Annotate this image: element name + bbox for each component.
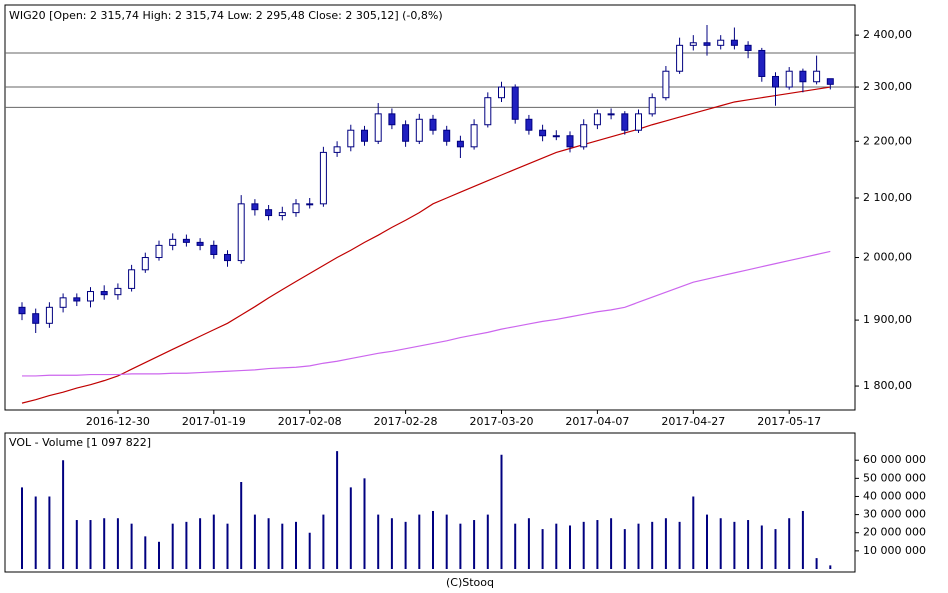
x-tick-label: 2016-12-30 — [86, 415, 150, 428]
candle-body — [621, 113, 629, 131]
candle-body — [141, 257, 149, 271]
candle-body — [429, 118, 437, 131]
candle-body — [32, 313, 40, 324]
candle-body — [237, 203, 245, 262]
candle-body — [87, 291, 94, 302]
candle-body — [319, 151, 327, 205]
y-tick-label: 10 000 000 — [863, 544, 926, 557]
candle-body — [155, 244, 163, 259]
candle-body — [772, 75, 779, 88]
candle-body — [511, 86, 519, 120]
y-tick-label: 1 900,00 — [863, 313, 912, 326]
candle-body — [525, 118, 533, 131]
candle-body — [251, 203, 259, 211]
candle-body — [182, 238, 190, 243]
candle-body — [59, 297, 67, 308]
y-tick-label: 20 000 000 — [863, 526, 926, 539]
candle-body — [813, 70, 821, 83]
candle-body — [374, 113, 382, 142]
y-tick-label: 2 400,00 — [863, 28, 912, 41]
candle-body — [758, 49, 766, 77]
y-tick-label: 50 000 000 — [863, 471, 926, 484]
x-tick-label: 2017-04-27 — [661, 415, 725, 428]
volume-title: VOL - Volume [1 097 822] — [9, 436, 151, 449]
y-tick-label: 2 200,00 — [863, 134, 912, 147]
y-tick-label: 30 000 000 — [863, 508, 926, 521]
candle-body — [292, 203, 300, 214]
candle-body — [703, 42, 711, 46]
candle-body — [662, 70, 670, 99]
price-panel — [4, 4, 856, 411]
candle-body — [566, 135, 574, 148]
candle-body — [333, 146, 341, 153]
moving-average — [22, 250, 831, 377]
candle-body — [730, 39, 738, 46]
candle-body — [635, 113, 642, 131]
candle-body — [689, 42, 697, 46]
candle-body — [443, 129, 451, 142]
candle-body — [402, 124, 410, 142]
candle-body — [100, 291, 108, 296]
candle-body — [210, 244, 218, 255]
candle-body — [361, 129, 368, 142]
candle-body — [539, 129, 547, 137]
x-tick-label: 2017-01-19 — [182, 415, 246, 428]
candle-body — [306, 203, 314, 206]
candle-body — [676, 44, 684, 72]
candle-body — [826, 78, 834, 85]
candle-body — [744, 44, 752, 51]
candle-body — [169, 238, 177, 246]
candle-body — [717, 39, 725, 46]
candle-body — [498, 86, 505, 99]
candle-body — [648, 97, 656, 115]
candle-body — [265, 209, 273, 217]
candle-body — [607, 113, 615, 116]
candle-body — [415, 118, 423, 142]
y-tick-label: 2 100,00 — [863, 191, 912, 204]
y-tick-label: 1 800,00 — [863, 379, 912, 392]
moving-average — [21, 86, 831, 404]
x-tick-label: 2017-04-07 — [565, 415, 629, 428]
candle-body — [470, 124, 478, 148]
volume-panel — [4, 432, 856, 573]
footer: (C)Stooq — [446, 576, 494, 589]
candle-body — [580, 124, 588, 148]
candle-body — [18, 306, 26, 315]
candle-body — [114, 287, 122, 296]
y-tick-label: 2 000,00 — [863, 251, 912, 264]
x-tick-label: 2017-05-17 — [757, 415, 821, 428]
x-tick-label: 2017-02-08 — [278, 415, 342, 428]
y-tick-label: 2 300,00 — [863, 80, 912, 93]
candle-body — [73, 297, 81, 302]
candle-body — [45, 306, 53, 324]
x-tick-label: 2017-02-28 — [374, 415, 438, 428]
candle-body — [224, 253, 231, 262]
candle-body — [456, 140, 464, 148]
candle-body — [593, 113, 601, 126]
price-title: WIG20 [Open: 2 315,74 High: 2 315,74 Low… — [9, 9, 443, 22]
candle-body — [128, 269, 136, 289]
candle-body — [278, 212, 286, 217]
y-tick-label: 40 000 000 — [863, 489, 926, 502]
y-tick-label: 60 000 000 — [863, 453, 926, 466]
candle-body — [388, 113, 396, 126]
x-tick-label: 2017-03-20 — [470, 415, 534, 428]
candle-body — [196, 241, 204, 246]
candle-body — [785, 70, 793, 88]
candle-body — [799, 70, 807, 83]
candle-body — [484, 97, 492, 126]
candle-body — [347, 129, 355, 148]
candle-body — [552, 135, 560, 138]
